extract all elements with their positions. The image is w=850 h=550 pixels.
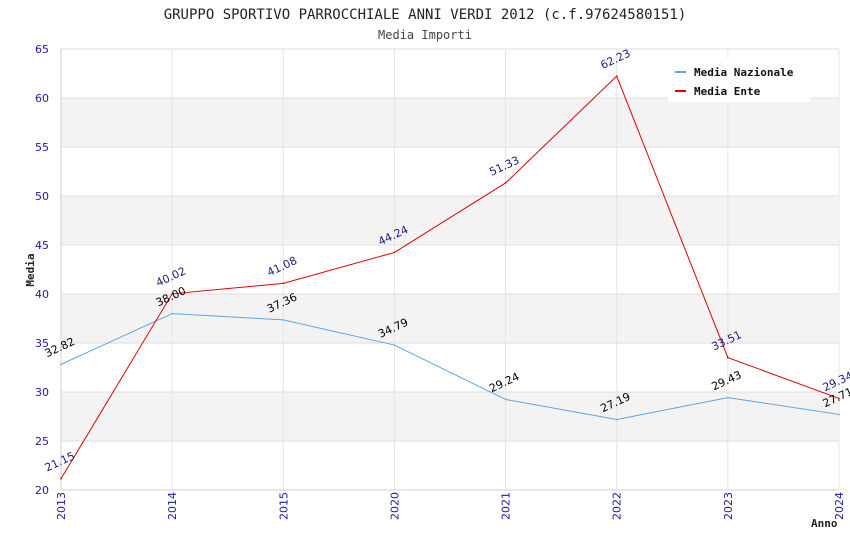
y-tick-label: 40 — [35, 288, 49, 301]
grid-band — [61, 98, 839, 147]
x-tick-label: 2014 — [166, 492, 179, 520]
grid-lines — [60, 48, 840, 491]
legend-box — [668, 58, 810, 102]
series-line — [60, 75, 840, 479]
data-point — [727, 356, 729, 359]
data-point — [838, 413, 840, 416]
data-point — [393, 251, 396, 254]
data-point — [838, 397, 840, 400]
grid-band — [61, 294, 839, 343]
y-tick-label: 60 — [35, 92, 49, 105]
chart-title: GRUPPO SPORTIVO PARROCCHIALE ANNI VERDI … — [164, 7, 687, 23]
y-tick-label: 30 — [35, 386, 49, 399]
grid-band — [61, 441, 839, 490]
grid-band — [61, 392, 839, 441]
x-tick-label: 2024 — [833, 492, 846, 520]
data-point — [282, 282, 285, 285]
data-point — [171, 293, 173, 295]
y-tick-label: 20 — [35, 484, 49, 497]
data-point — [393, 344, 396, 346]
data-point — [615, 418, 618, 421]
y-tick-label: 50 — [35, 190, 49, 203]
data-point — [282, 319, 285, 321]
y-tick-label: 25 — [35, 435, 49, 448]
data-point — [504, 398, 507, 401]
x-tick-label: 2015 — [277, 492, 290, 520]
data-point — [60, 477, 62, 480]
data-point — [615, 75, 618, 77]
y-axis-ticks: 20 25 30 35 40 45 50 55 60 65 — [35, 43, 49, 497]
y-tick-label: 35 — [35, 337, 49, 350]
y-tick-label: 45 — [35, 239, 49, 252]
x-axis-label: Anno — [811, 517, 838, 530]
x-tick-label: 2013 — [55, 492, 68, 520]
legend: Media Nazionale Media Ente — [668, 58, 810, 102]
chart-subtitle: Media Importi — [378, 28, 472, 42]
x-tick-label: 2020 — [388, 492, 401, 520]
x-tick-label: 2021 — [500, 492, 513, 520]
y-axis-label: Media — [24, 253, 37, 286]
grid-band — [61, 196, 839, 245]
x-tick-label: 2022 — [611, 492, 624, 520]
data-point — [727, 396, 729, 399]
grid-band — [61, 343, 839, 392]
legend-entry: Media Ente — [694, 85, 761, 98]
x-axis-ticks: 2013 2014 2015 2020 2021 2022 2023 2024 — [55, 492, 846, 520]
y-tick-label: 65 — [35, 43, 49, 56]
grid-bands — [61, 49, 839, 490]
grid-band — [61, 147, 839, 196]
grid-band — [61, 245, 839, 294]
data-point — [504, 182, 507, 184]
y-tick-label: 55 — [35, 141, 49, 154]
series-group — [60, 75, 840, 480]
data-point — [171, 312, 173, 315]
x-tick-label: 2023 — [722, 492, 735, 520]
series-line — [60, 313, 840, 421]
data-point — [60, 363, 62, 366]
legend-entry: Media Nazionale — [694, 66, 794, 79]
